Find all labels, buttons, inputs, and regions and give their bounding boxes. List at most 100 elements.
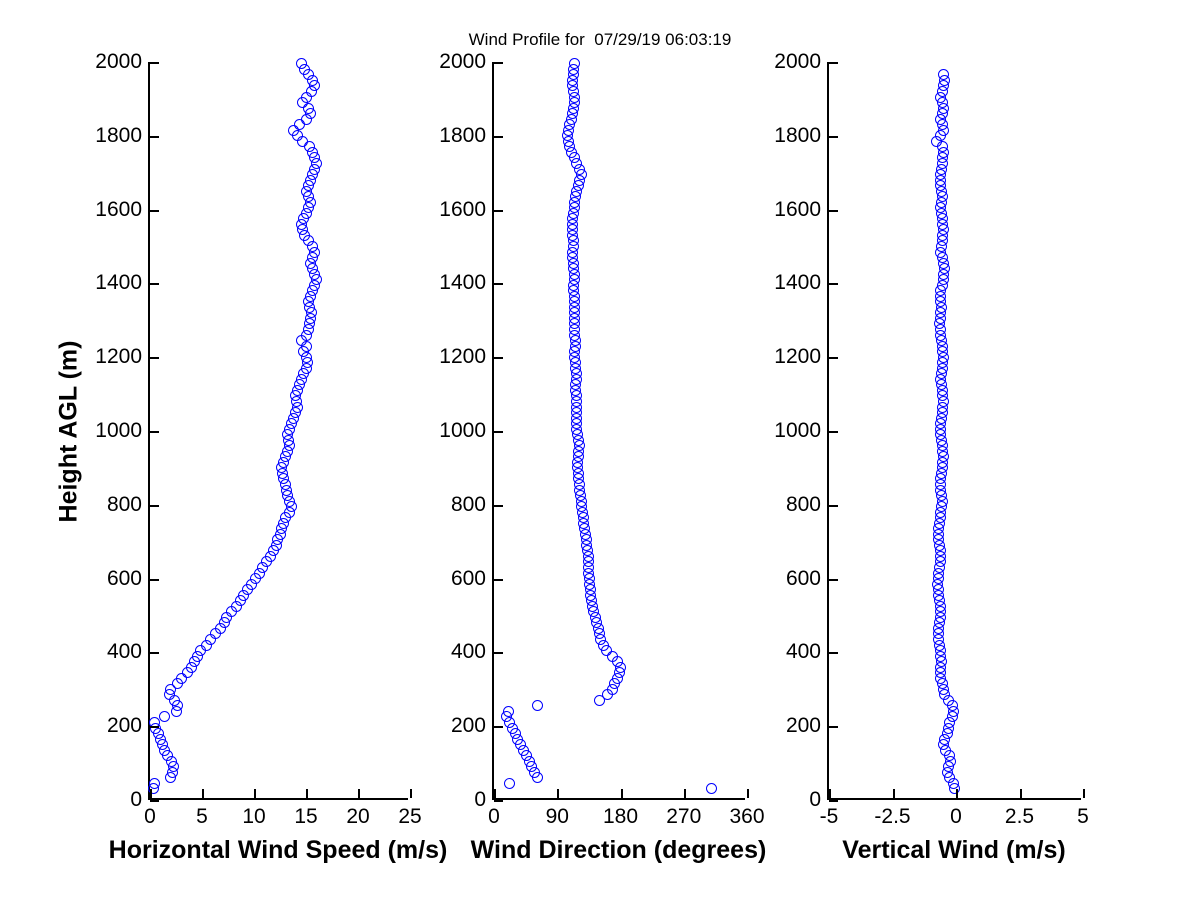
data-point-marker bbox=[583, 567, 595, 579]
data-point-marker bbox=[302, 235, 314, 247]
data-point-marker bbox=[571, 418, 583, 430]
y-tick-mark bbox=[829, 504, 838, 507]
data-point-marker bbox=[571, 395, 583, 407]
y-tick-mark bbox=[829, 62, 838, 64]
data-point-marker bbox=[934, 600, 946, 612]
data-point-marker bbox=[164, 689, 176, 701]
x-tick-mark bbox=[410, 789, 412, 798]
data-point-marker bbox=[937, 152, 949, 164]
data-point-marker bbox=[275, 523, 287, 535]
panel-wind-direction: 0 200 400 600 800 1000 1200 1400 1600 1800 2000 0 90… bbox=[439, 50, 766, 864]
y-tick-label: 800 bbox=[785, 492, 821, 516]
y-tick-mark bbox=[150, 652, 159, 655]
data-point-marker bbox=[706, 783, 718, 795]
data-point-marker bbox=[271, 539, 283, 551]
x-tick-mark bbox=[683, 789, 686, 798]
data-point-marker bbox=[574, 490, 586, 502]
data-point-marker bbox=[501, 711, 513, 723]
data-point-marker bbox=[571, 423, 583, 435]
data-point-marker bbox=[299, 229, 311, 241]
data-point-marker bbox=[935, 180, 947, 192]
data-point-marker bbox=[300, 340, 312, 352]
data-point-marker bbox=[567, 257, 579, 269]
data-point-marker bbox=[934, 174, 946, 186]
data-point-marker bbox=[290, 390, 302, 402]
data-point-marker bbox=[166, 755, 178, 767]
data-point-marker bbox=[937, 346, 949, 358]
y-axis-label: Height AGL (m) bbox=[52, 62, 86, 800]
data-point-marker bbox=[169, 694, 181, 706]
data-point-marker bbox=[195, 645, 207, 657]
data-point-marker bbox=[586, 600, 598, 612]
data-point-marker bbox=[937, 390, 949, 402]
y-tick-mark bbox=[494, 209, 503, 212]
y-tick-mark bbox=[829, 800, 838, 802]
data-point-marker bbox=[935, 163, 947, 175]
data-point-marker bbox=[939, 74, 951, 86]
data-point-marker bbox=[306, 252, 318, 264]
data-point-marker bbox=[225, 606, 237, 618]
x-tick-label: -5 bbox=[819, 805, 839, 828]
data-point-marker bbox=[932, 573, 944, 585]
data-point-marker bbox=[933, 595, 945, 607]
x-tick-mark bbox=[956, 789, 958, 798]
y-tick-mark bbox=[829, 135, 838, 138]
y-tick-mark bbox=[150, 62, 159, 64]
data-point-marker bbox=[933, 539, 945, 551]
y-tick-mark bbox=[150, 800, 159, 802]
data-point-marker bbox=[935, 130, 947, 142]
marker-layer-horizontal-wind-speed bbox=[147, 58, 408, 798]
x-tick-label: 10 bbox=[242, 805, 266, 828]
data-point-marker bbox=[566, 218, 578, 230]
data-point-marker bbox=[570, 357, 582, 369]
data-point-marker bbox=[933, 517, 945, 529]
data-point-marker bbox=[937, 445, 949, 457]
data-point-marker bbox=[297, 135, 309, 147]
data-point-marker bbox=[279, 512, 291, 524]
data-point-marker bbox=[935, 169, 947, 181]
x-tick-mark bbox=[494, 789, 496, 798]
data-point-marker bbox=[572, 451, 584, 463]
data-point-marker bbox=[175, 672, 187, 684]
x-tick-mark bbox=[150, 789, 152, 798]
data-point-marker bbox=[937, 69, 949, 81]
data-point-marker bbox=[532, 700, 544, 712]
data-point-marker bbox=[283, 506, 295, 518]
data-point-marker bbox=[520, 750, 532, 762]
data-point-marker bbox=[523, 755, 535, 767]
data-point-marker bbox=[935, 202, 947, 214]
data-point-marker bbox=[310, 274, 322, 286]
data-point-marker bbox=[296, 373, 308, 385]
data-point-marker bbox=[300, 91, 312, 103]
data-point-marker bbox=[570, 373, 582, 385]
x-tick-mark bbox=[1083, 789, 1085, 798]
data-point-marker bbox=[154, 733, 166, 745]
data-point-marker bbox=[299, 63, 311, 75]
data-point-marker bbox=[602, 689, 614, 701]
data-point-marker bbox=[583, 562, 595, 574]
data-point-marker bbox=[296, 335, 308, 347]
data-point-marker bbox=[148, 777, 160, 789]
y-tick-mark bbox=[829, 726, 838, 729]
data-point-marker bbox=[947, 705, 959, 717]
data-point-marker bbox=[936, 495, 948, 507]
data-point-marker bbox=[300, 185, 312, 197]
data-point-marker bbox=[561, 130, 573, 142]
x-tick-label: 90 bbox=[545, 805, 569, 828]
data-point-marker bbox=[567, 108, 579, 120]
data-point-marker bbox=[933, 534, 945, 546]
data-point-marker bbox=[567, 285, 579, 297]
data-point-marker bbox=[942, 694, 954, 706]
data-point-marker bbox=[934, 312, 946, 324]
data-point-marker bbox=[302, 202, 314, 214]
data-point-marker bbox=[277, 473, 289, 485]
data-point-marker bbox=[308, 268, 320, 280]
y-tick-label: 400 bbox=[450, 640, 486, 664]
data-point-marker bbox=[584, 584, 596, 596]
data-point-marker bbox=[581, 539, 593, 551]
data-point-marker bbox=[585, 589, 597, 601]
data-point-marker bbox=[935, 429, 947, 441]
data-point-marker bbox=[302, 324, 314, 336]
data-point-marker bbox=[570, 407, 582, 419]
x-tick-label: 20 bbox=[346, 805, 370, 828]
